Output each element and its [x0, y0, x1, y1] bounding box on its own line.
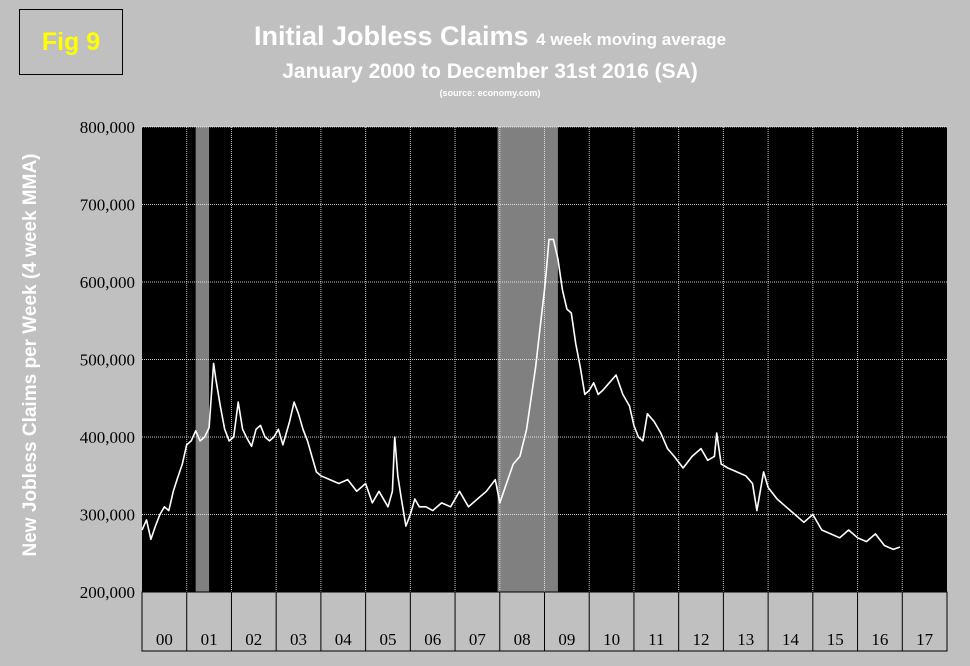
x-tick-label-08: 08	[514, 630, 531, 649]
x-tick-label-09: 09	[558, 630, 575, 649]
y-tick-label-1: 300,000	[80, 506, 135, 525]
fig-label: Fig 9	[19, 9, 123, 75]
fig-label-text: Fig 9	[41, 27, 101, 56]
x-tick-label-02: 02	[245, 630, 262, 649]
x-tick-label-01: 01	[201, 630, 218, 649]
chart-title-sub: 4 week moving average	[536, 30, 727, 49]
recession-band-1	[497, 127, 558, 592]
x-tick-label-10: 10	[603, 630, 620, 649]
x-tick-label-15: 15	[827, 630, 844, 649]
x-tick-label-03: 03	[290, 630, 307, 649]
x-tick-label-17: 17	[916, 630, 934, 649]
x-tick-label-13: 13	[737, 630, 754, 649]
y-tick-label-3: 500,000	[80, 351, 135, 370]
x-tick-label-00: 00	[156, 630, 173, 649]
x-tick-label-05: 05	[379, 630, 396, 649]
chart-title-block: Initial Jobless Claims 4 week moving ave…	[140, 20, 840, 99]
x-tick-label-07: 07	[469, 630, 487, 649]
y-tick-label-6: 800,000	[80, 118, 135, 137]
series-layer	[141, 238, 901, 551]
series-line-0	[141, 238, 901, 551]
chart-source: (source: economy.com)	[439, 88, 541, 98]
chart-subtitle: January 2000 to December 31st 2016 (SA)	[282, 60, 698, 83]
x-tick-label-16: 16	[871, 630, 888, 649]
x-tick-label-06: 06	[424, 630, 441, 649]
chart-title: Initial Jobless Claims 4 week moving ave…	[140, 20, 840, 56]
y-tick-label-5: 700,000	[80, 196, 135, 215]
chart-title-main: Initial Jobless Claims	[253, 21, 529, 51]
y-tick-label-0: 200,000	[80, 583, 135, 602]
x-tick-label-04: 04	[335, 630, 353, 649]
y-tick-label-4: 600,000	[80, 273, 135, 292]
y-axis-ticks: 200,000 300,000 400,000 500,000 600,000 700,0…	[80, 118, 135, 602]
x-tick-label-14: 14	[782, 630, 800, 649]
recession-bands	[195, 127, 558, 592]
x-tick-label-11: 11	[648, 630, 664, 649]
x-axis-ticks: 00 01 02 03 04 05 06 07 08 09 10 11 12 13 14 15 16 17	[156, 630, 934, 649]
x-tick-label-12: 12	[693, 630, 710, 649]
x-axis-category-area	[141, 591, 948, 652]
gridlines	[142, 126, 947, 592]
y-tick-label-2: 400,000	[80, 428, 135, 447]
